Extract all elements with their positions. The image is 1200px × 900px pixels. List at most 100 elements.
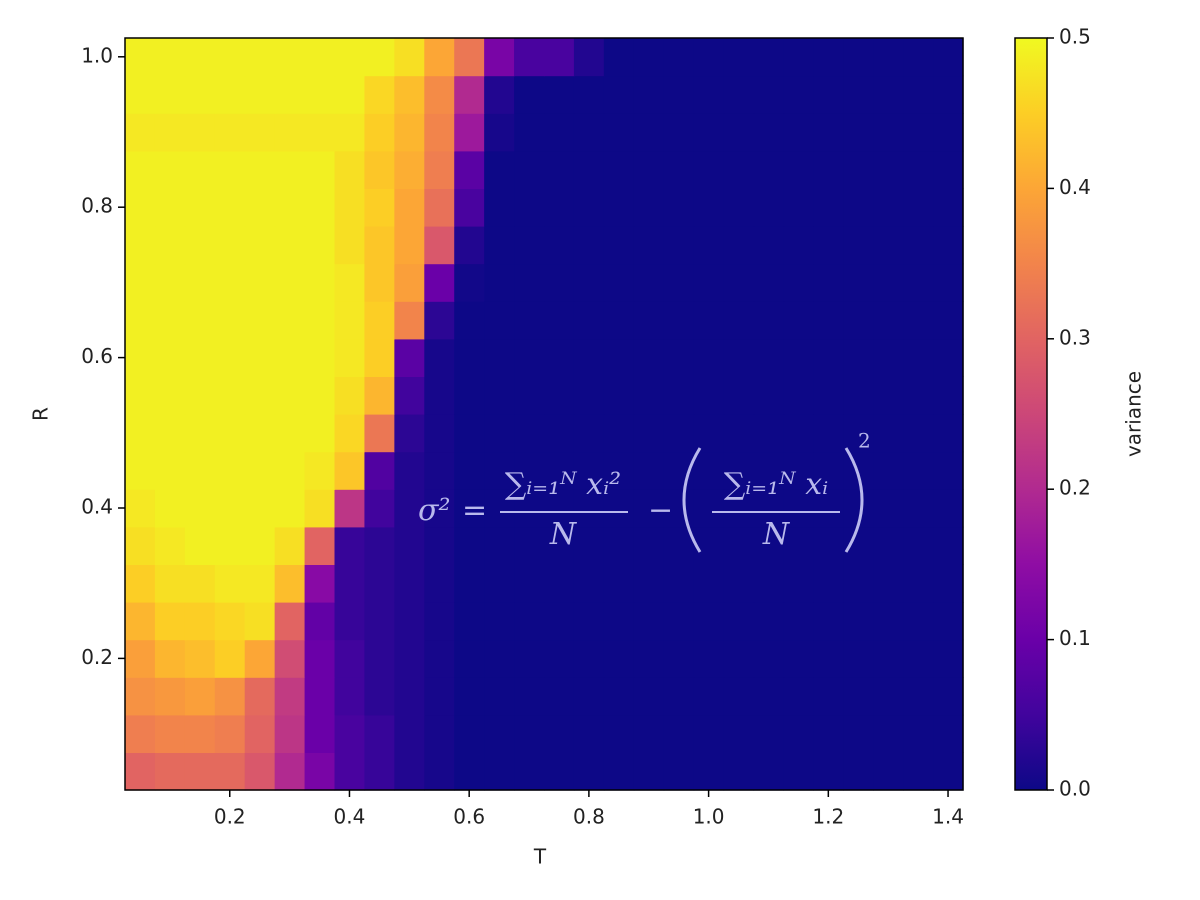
heatmap-cell: [364, 188, 395, 227]
heatmap-cell: [364, 752, 395, 791]
heatmap-cell: [244, 301, 276, 340]
heatmap-cell: [514, 376, 545, 415]
heatmap-cell: [933, 150, 964, 189]
heatmap-cell: [394, 38, 425, 77]
heatmap-cell: [184, 338, 216, 377]
heatmap-cell: [783, 489, 814, 528]
heatmap-cell: [454, 414, 485, 453]
heatmap-cell: [933, 301, 964, 340]
heatmap-cell: [274, 38, 306, 77]
heatmap-cell: [184, 451, 216, 490]
heatmap-cell: [933, 677, 964, 716]
heatmap-cell: [603, 376, 635, 415]
heatmap-cell: [843, 376, 874, 415]
heatmap-cell: [304, 338, 336, 377]
heatmap-cell: [244, 376, 276, 415]
heatmap-cell: [214, 113, 246, 152]
heatmap-cell: [184, 752, 216, 791]
heatmap-cell: [484, 526, 515, 565]
heatmap-cell: [424, 489, 455, 528]
heatmap-cell: [873, 451, 904, 490]
heatmap-cell: [274, 602, 306, 641]
formula: σ² = ∑ᵢ₌₁ᴺ xᵢ² N − ∑ᵢ₌₁ᴺ xᵢ N 2: [418, 429, 871, 553]
heatmap-cell: [753, 226, 785, 265]
heatmap-cell: [544, 301, 575, 340]
heatmap-cell: [184, 263, 216, 302]
heatmap-cell: [334, 301, 366, 340]
heatmap-cell: [304, 150, 336, 189]
heatmap-cell: [873, 414, 904, 453]
heatmap-cell: [514, 414, 545, 453]
heatmap-cell: [573, 376, 605, 415]
heatmap-cell: [723, 677, 755, 716]
heatmap-cell: [424, 188, 455, 227]
heatmap-cell: [304, 564, 336, 603]
heatmap-cell: [783, 301, 814, 340]
y-tick-label: 1.0: [81, 43, 113, 67]
heatmap-cell: [783, 338, 814, 377]
heatmap-cell: [873, 526, 904, 565]
heatmap-cell: [184, 564, 216, 603]
heatmap-cell: [154, 75, 186, 114]
heatmap-cell: [723, 226, 755, 265]
heatmap-cell: [424, 451, 455, 490]
heatmap-cell: [364, 38, 395, 77]
heatmap-cell: [663, 113, 695, 152]
heatmap-cell: [454, 338, 485, 377]
heatmap-cell: [454, 113, 485, 152]
heatmap-cell: [903, 188, 934, 227]
heatmap-cell: [334, 113, 366, 152]
heatmap-cell: [843, 714, 874, 753]
heatmap-cell: [454, 263, 485, 302]
heatmap-cell: [603, 526, 635, 565]
heatmap-cell: [154, 38, 186, 77]
heatmap-cell: [633, 226, 665, 265]
heatmap-cell: [753, 489, 785, 528]
heatmap-cell: [394, 338, 425, 377]
heatmap-cell: [424, 263, 455, 302]
heatmap-cell: [873, 602, 904, 641]
heatmap-cell: [544, 451, 575, 490]
heatmap-cell: [454, 526, 485, 565]
heatmap-cell: [244, 677, 276, 716]
heatmap-cell: [693, 38, 725, 77]
heatmap-cell: [514, 714, 545, 753]
heatmap-cell: [903, 38, 934, 77]
heatmap-cell: [933, 414, 964, 453]
heatmap-cell: [783, 564, 814, 603]
heatmap-cell: [394, 677, 425, 716]
heatmap-cell: [244, 714, 276, 753]
heatmap-cell: [693, 263, 725, 302]
heatmap-cell: [753, 263, 785, 302]
heatmap-cell: [843, 414, 874, 453]
heatmap-cell: [573, 338, 605, 377]
heatmap-cell: [933, 714, 964, 753]
heatmap-cell: [693, 226, 725, 265]
heatmap-cell: [573, 714, 605, 753]
heatmap-cell: [244, 75, 276, 114]
heatmap-cell: [514, 677, 545, 716]
heatmap-cell: [633, 414, 665, 453]
heatmap-cell: [843, 38, 874, 77]
heatmap-cell: [573, 526, 605, 565]
heatmap-cell: [184, 602, 216, 641]
heatmap-cell: [813, 451, 844, 490]
heatmap-cell: [125, 451, 156, 490]
heatmap-cell: [873, 639, 904, 678]
heatmap-cell: [125, 602, 156, 641]
heatmap-cell: [334, 414, 366, 453]
heatmap-cell: [514, 602, 545, 641]
heatmap-cell: [214, 188, 246, 227]
heatmap-cell: [514, 226, 545, 265]
heatmap-cell: [334, 338, 366, 377]
formula-eq: =: [462, 493, 487, 528]
colorbar-tick-label: 0.3: [1059, 325, 1091, 349]
heatmap-cell: [364, 414, 395, 453]
heatmap-cell: [274, 489, 306, 528]
heatmap-cell: [633, 376, 665, 415]
heatmap-cell: [125, 526, 156, 565]
heatmap-cell: [544, 677, 575, 716]
heatmap-cell: [753, 414, 785, 453]
heatmap-cell: [184, 376, 216, 415]
heatmap-cell: [544, 414, 575, 453]
